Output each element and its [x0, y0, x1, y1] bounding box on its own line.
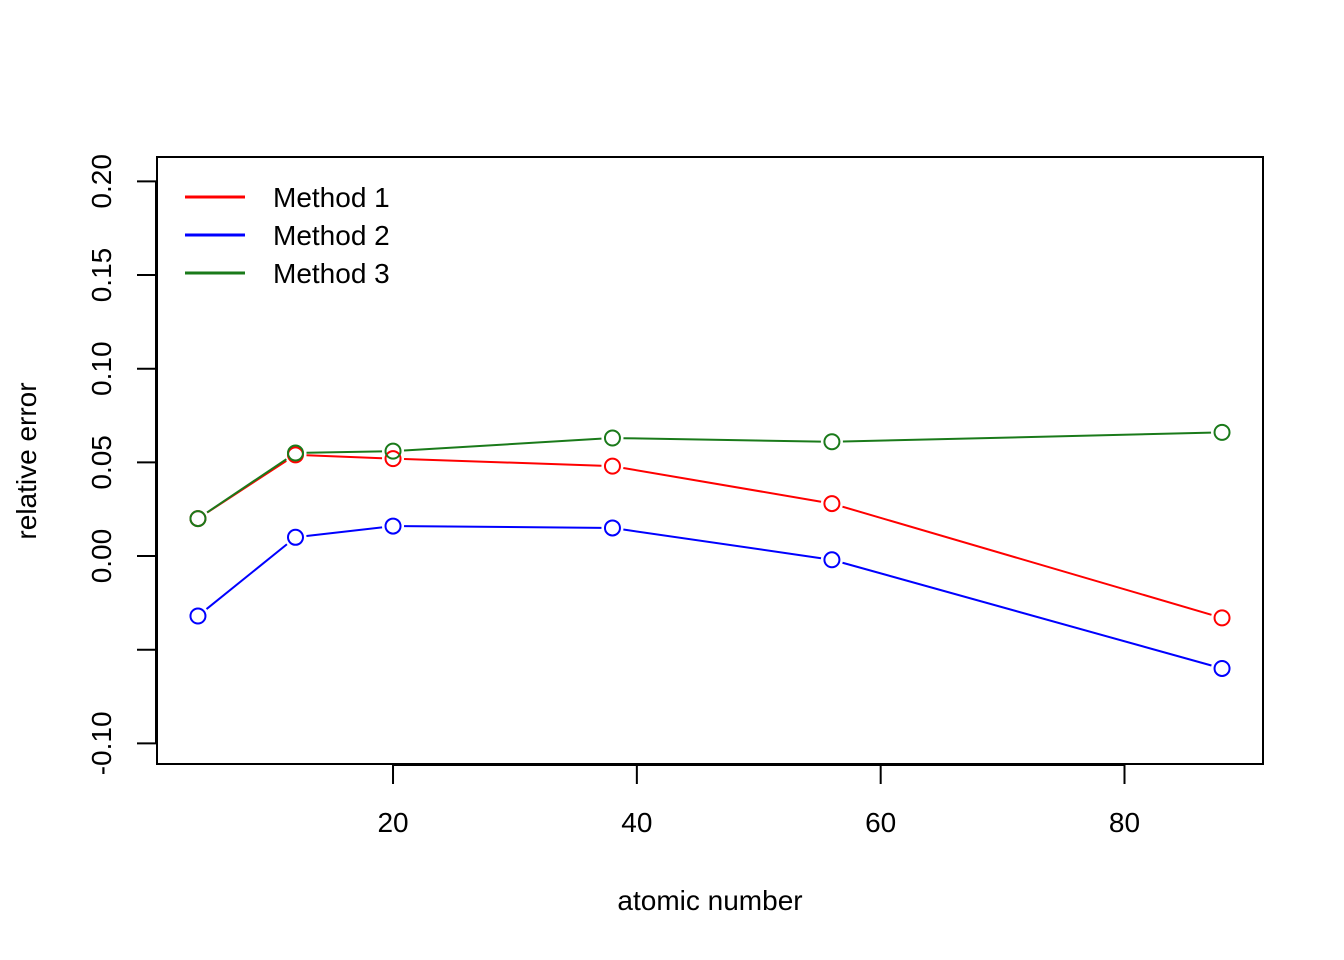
data-point	[1213, 423, 1231, 441]
series-line-segment	[306, 454, 383, 460]
series-line-segment	[842, 431, 1212, 443]
data-point	[286, 444, 304, 462]
legend-item: Method 2	[185, 220, 390, 251]
legend-item: Method 3	[185, 258, 390, 289]
series-layer	[189, 423, 1231, 677]
data-point	[189, 607, 207, 625]
legend-label: Method 2	[273, 220, 390, 251]
series-line-segment	[842, 505, 1212, 616]
x-tick-label: 60	[865, 807, 896, 838]
y-tick-label: 0.05	[86, 435, 117, 490]
series-line-segment	[623, 437, 821, 443]
data-point	[823, 551, 841, 569]
data-point	[823, 495, 841, 513]
y-axis: -0.10 0.00 0.05 0.10 0.15 0.20	[86, 154, 157, 775]
series-3	[189, 423, 1231, 528]
series-line-segment	[842, 561, 1212, 667]
series-line-segment	[404, 525, 602, 529]
series-line-segment	[403, 458, 602, 467]
y-tick-label: 0.00	[86, 529, 117, 584]
series-line-segment	[306, 526, 383, 538]
series-1	[189, 446, 1231, 627]
legend: Method 1 Method 2 Method 3	[185, 182, 390, 289]
series-line-segment	[403, 437, 602, 452]
series-line-segment	[205, 543, 288, 610]
data-point	[603, 429, 621, 447]
data-point	[603, 457, 621, 475]
data-point	[603, 519, 621, 537]
x-tick-label: 80	[1109, 807, 1140, 838]
y-axis-title: relative error	[11, 382, 42, 539]
data-point	[384, 517, 402, 535]
legend-label: Method 3	[273, 258, 390, 289]
data-point	[286, 528, 304, 546]
y-tick-label: 0.10	[86, 341, 117, 396]
series-2	[189, 517, 1231, 677]
y-tick-label: -0.10	[86, 711, 117, 775]
data-point	[1213, 659, 1231, 677]
y-tick-label: 0.20	[86, 154, 117, 209]
series-line-segment	[623, 466, 822, 503]
x-axis-title: atomic number	[617, 885, 802, 916]
y-tick-label: 0.15	[86, 248, 117, 303]
series-line-segment	[206, 458, 287, 514]
x-axis: 20 40 60 80	[377, 764, 1140, 838]
legend-item: Method 1	[185, 182, 390, 213]
data-point	[1213, 609, 1231, 627]
x-tick-label: 20	[377, 807, 408, 838]
data-point	[384, 442, 402, 460]
series-line-segment	[623, 528, 822, 560]
data-point	[189, 510, 207, 528]
x-tick-label: 40	[621, 807, 652, 838]
legend-label: Method 1	[273, 182, 390, 213]
series-line-segment	[306, 450, 383, 454]
data-point	[823, 433, 841, 451]
data-point	[384, 450, 402, 468]
